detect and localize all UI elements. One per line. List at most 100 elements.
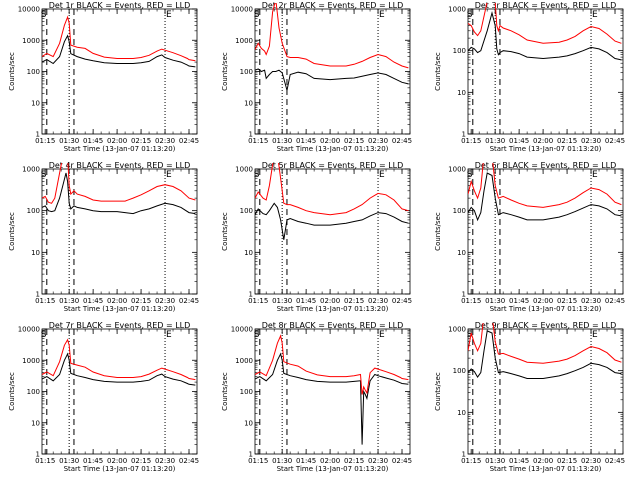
panel-title: Det 6r BLACK = Events, RED = LLD [475,161,617,170]
x-tick-label: 01:45 [296,457,316,465]
x-tick-label: 02:15 [344,297,364,305]
lld-line [42,15,196,62]
start-marker-label: S [254,170,260,180]
x-axis-label: Start Time (13-Jan-07 01:13:20) [490,465,602,473]
lld-line [468,3,622,44]
start-marker-label: S [467,330,473,340]
plot-frame [254,328,411,455]
plot-frame [467,328,624,455]
events-line [255,68,409,91]
plot-frame [467,8,624,135]
x-tick-label: 02:15 [131,457,151,465]
x-tick-label: 01:45 [509,457,529,465]
x-tick-label: 02:30 [155,297,175,305]
y-axis-label: Counts/sec [8,52,16,91]
x-tick-label: 02:15 [557,457,577,465]
events-line [42,172,196,215]
y-axis-label: Counts/sec [8,212,16,251]
x-tick-label: 02:45 [179,137,199,145]
x-tick-label: 01:45 [296,137,316,145]
x-tick-label: 02:45 [392,457,412,465]
y-tick-label: 10 [457,89,466,97]
start-marker-label: S [254,330,260,340]
start-marker-label: S [41,330,47,340]
end-marker-label: E [379,330,385,340]
x-tick-label: 01:15 [461,457,481,465]
start-marker-label: S [254,10,260,20]
y-tick-label: 1000 [448,166,466,174]
y-tick-label: 1000 [22,166,40,174]
lld-line [255,163,409,216]
y-tick-label: 10000 [18,326,40,334]
events-line [468,172,622,222]
x-tick-label: 02:30 [581,457,601,465]
x-tick-label: 01:15 [35,137,55,145]
end-marker-label: E [592,10,598,20]
lld-line [255,334,409,395]
x-tick-label: 01:45 [83,137,103,145]
x-tick-label: 02:00 [320,457,340,465]
x-tick-label: 02:45 [605,137,625,145]
y-tick-label: 100 [453,367,466,375]
y-tick-label: 1000 [235,37,253,45]
x-tick-label: 02:45 [392,137,412,145]
panel-det-7: Det 7r BLACK = Events, RED = LLD 1 10 100 10… [8,321,199,473]
y-axis-label: Counts/sec [434,212,442,251]
lld-line [42,163,196,204]
y-tick-label: 10 [457,249,466,257]
y-tick-label: 1 [36,131,40,139]
panel-title: Det 9r BLACK = Events, RED = LLD [475,321,617,330]
x-tick-label: 02:00 [107,297,127,305]
x-tick-label: 02:45 [392,297,412,305]
plot-frame [41,8,198,135]
plot-frame [254,168,411,295]
y-tick-label: 1000 [448,6,466,14]
y-tick-label: 100 [240,207,253,215]
x-tick-label: 02:15 [557,297,577,305]
panel-title: Det 1r BLACK = Events, RED = LLD [49,1,191,10]
x-tick-label: 02:30 [581,137,601,145]
y-tick-label: 100 [27,207,40,215]
y-tick-label: 100 [27,68,40,76]
x-tick-label: 02:30 [368,457,388,465]
panel-title: Det 7r BLACK = Events, RED = LLD [49,321,191,330]
panel-title: Det 4r BLACK = Events, RED = LLD [49,161,191,170]
panel-title: Det 2r BLACK = Events, RED = LLD [262,1,404,10]
events-line [255,352,409,445]
y-tick-label: 10000 [231,326,253,334]
y-tick-label: 100 [453,47,466,55]
x-tick-label: 02:00 [533,297,553,305]
y-tick-label: 10 [457,409,466,417]
x-tick-label: 01:30 [485,297,505,305]
x-tick-label: 02:15 [131,137,151,145]
y-tick-label: 10000 [231,6,253,14]
x-tick-label: 02:45 [605,297,625,305]
panel-det-4: Det 4r BLACK = Events, RED = LLD 1 10 100 10… [8,161,199,313]
y-axis-label: Counts/sec [434,372,442,411]
end-marker-label: E [592,170,598,180]
panel-det-9: Det 9r BLACK = Events, RED = LLD 1 10 100 10… [434,321,625,473]
y-tick-label: 10 [31,99,40,107]
y-tick-label: 10 [244,249,253,257]
x-axis-label: Start Time (13-Jan-07 01:13:20) [277,305,389,313]
panel-det-8: Det 8r BLACK = Events, RED = LLD 1 10 100 10… [221,321,412,473]
x-axis-label: Start Time (13-Jan-07 01:13:20) [277,465,389,473]
panel-det-6: Det 6r BLACK = Events, RED = LLD 1 10 100 10… [434,161,625,313]
x-tick-label: 02:30 [155,457,175,465]
end-marker-label: E [592,330,598,340]
lld-line [468,163,622,208]
y-tick-label: 1 [249,291,253,299]
x-tick-label: 02:15 [344,457,364,465]
panel-title: Det 8r BLACK = Events, RED = LLD [262,321,404,330]
x-tick-label: 01:30 [272,137,292,145]
end-marker-label: E [379,10,385,20]
end-marker-label: E [166,330,172,340]
lld-line [255,3,409,69]
events-line [468,11,622,61]
y-tick-label: 10000 [18,6,40,14]
y-tick-label: 100 [453,207,466,215]
x-tick-label: 01:30 [59,457,79,465]
x-axis-label: Start Time (13-Jan-07 01:13:20) [277,145,389,153]
